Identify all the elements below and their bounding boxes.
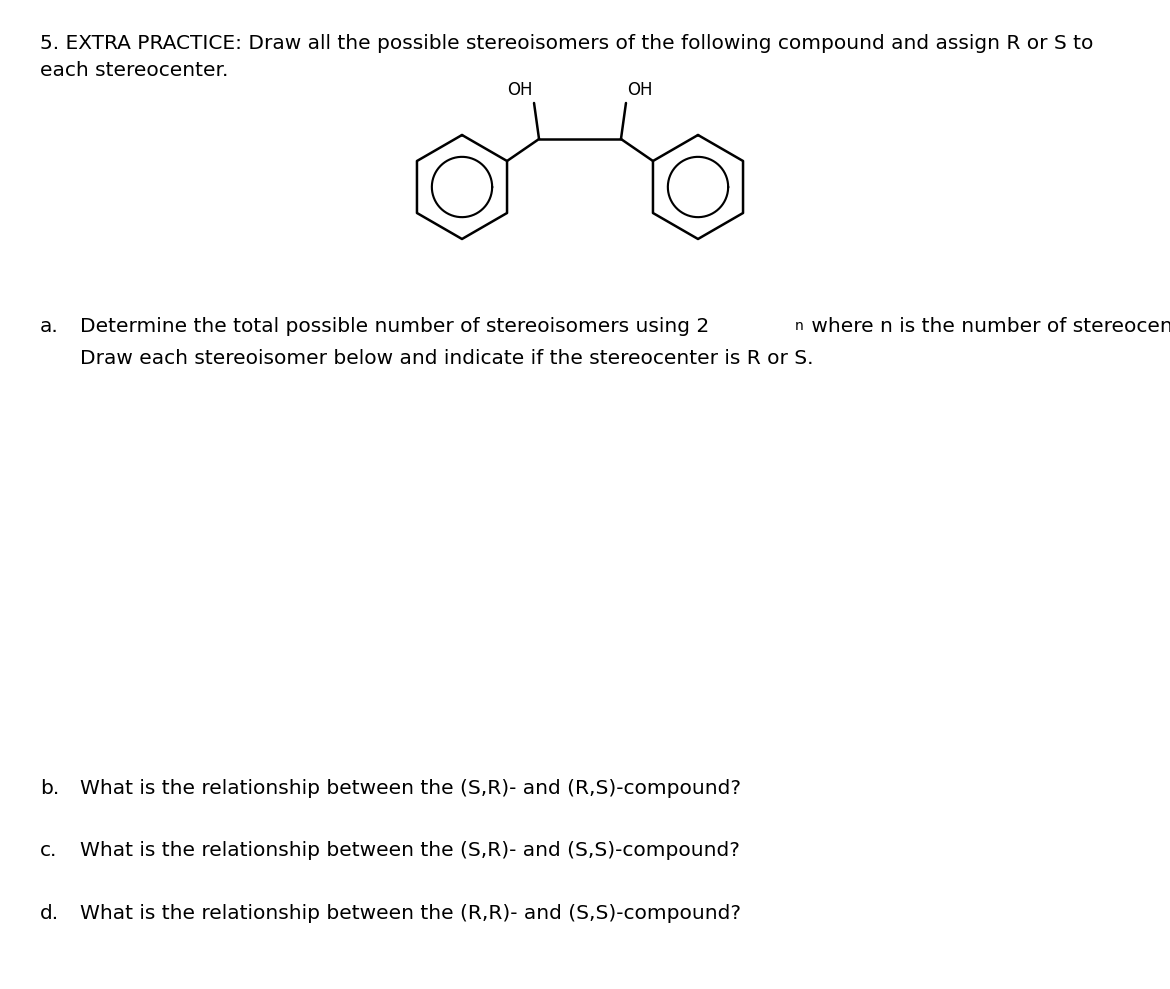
Text: n: n — [794, 319, 804, 333]
Text: d.: d. — [40, 904, 60, 923]
Text: What is the relationship between the (S,R)- and (R,S)-compound?: What is the relationship between the (S,… — [80, 779, 741, 798]
Text: a.: a. — [40, 317, 58, 336]
Text: OH: OH — [627, 81, 653, 99]
Text: 5. EXTRA PRACTICE: Draw all the possible stereoisomers of the following compound: 5. EXTRA PRACTICE: Draw all the possible… — [40, 34, 1094, 53]
Text: Draw each stereoisomer below and indicate if the stereocenter is R or S.: Draw each stereoisomer below and indicat… — [80, 349, 813, 368]
Text: Determine the total possible number of stereoisomers using 2: Determine the total possible number of s… — [80, 317, 709, 336]
Text: c.: c. — [40, 841, 57, 860]
Text: each stereocenter.: each stereocenter. — [40, 61, 228, 80]
Text: What is the relationship between the (R,R)- and (S,S)-compound?: What is the relationship between the (R,… — [80, 904, 741, 923]
Text: b.: b. — [40, 779, 60, 798]
Text: where n is the number of stereocenters.: where n is the number of stereocenters. — [805, 317, 1170, 336]
Text: What is the relationship between the (S,R)- and (S,S)-compound?: What is the relationship between the (S,… — [80, 841, 739, 860]
Text: OH: OH — [508, 81, 532, 99]
